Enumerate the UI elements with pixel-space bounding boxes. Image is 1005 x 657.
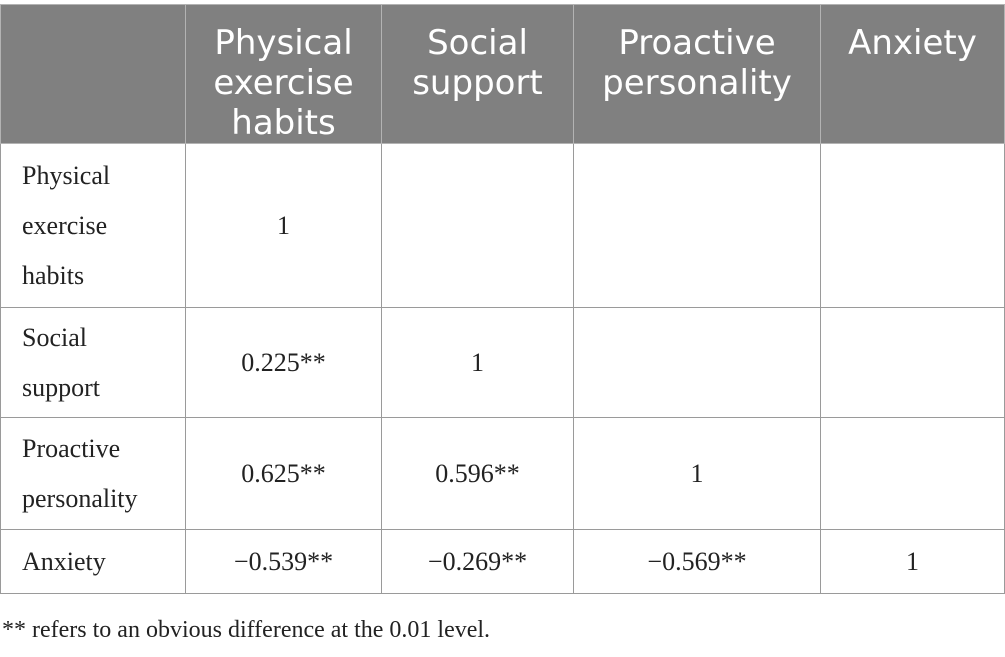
table-header: Physical exercise habits Social support … [0,4,1005,144]
header-row: Physical exercise habits Social support … [0,4,1005,144]
table-cell [381,143,574,308]
table-cell: 1 [573,417,821,530]
table-row: Anxiety −0.539** −0.269** −0.569** 1 [0,529,1005,594]
table-cell: 1 [381,307,574,418]
correlation-table: Physical exercise habits Social support … [0,4,1005,594]
table-cell: 0.225** [185,307,382,418]
header-anxiety: Anxiety [820,4,1005,144]
row-label-proactive-personality: Proactive personality [0,417,186,530]
table-cell: −0.539** [185,529,382,594]
row-label-text: Proactive personality [22,433,138,513]
table-cell: −0.569** [573,529,821,594]
table-cell: 1 [820,529,1005,594]
row-label-text: Physical exercise habits [22,160,111,290]
table-row: Social support 0.225** 1 [0,307,1005,418]
table-cell [820,307,1005,418]
table-cell: 0.596** [381,417,574,530]
table-cell: 1 [185,143,382,308]
table-cell: −0.269** [381,529,574,594]
table-cell [573,307,821,418]
header-social-support: Social support [381,4,574,144]
table-cell [820,143,1005,308]
row-label-physical-exercise-habits: Physical exercise habits [0,143,186,308]
table-body: Physical exercise habits 1 Social suppor… [0,143,1005,594]
row-label-text: Anxiety [22,546,106,576]
row-label-anxiety: Anxiety [0,529,186,594]
row-label-text: Social support [22,322,100,402]
row-label-social-support: Social support [0,307,186,418]
table-footnote: ** refers to an obvious difference at th… [2,617,491,643]
table-cell [573,143,821,308]
table-row: Proactive personality 0.625** 0.596** 1 [0,417,1005,530]
header-proactive-personality: Proactive personality [573,4,821,144]
header-cell-empty [0,4,186,144]
table-row: Physical exercise habits 1 [0,143,1005,308]
header-physical-exercise-habits: Physical exercise habits [185,4,382,144]
table-cell [820,417,1005,530]
table-cell: 0.625** [185,417,382,530]
